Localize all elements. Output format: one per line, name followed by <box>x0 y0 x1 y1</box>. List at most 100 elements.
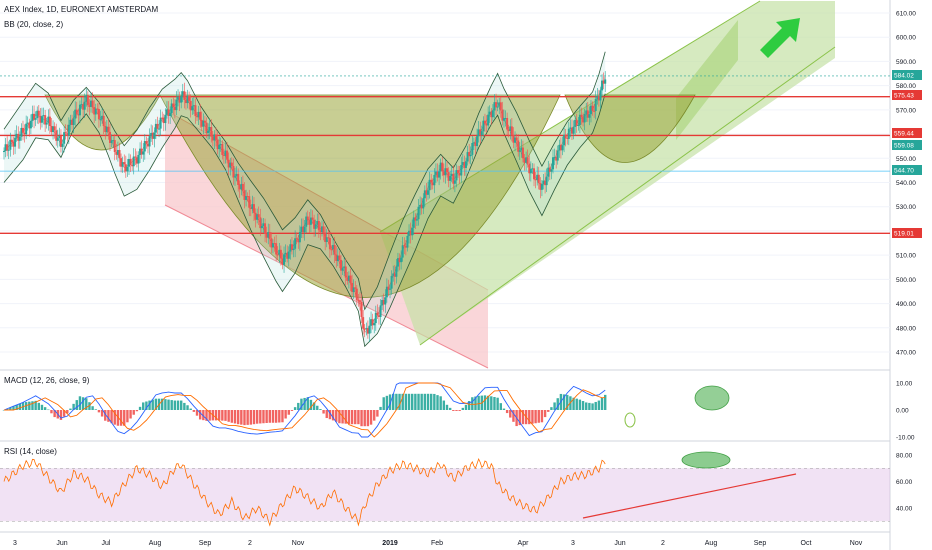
candle-body <box>123 162 126 165</box>
candle-body <box>186 95 189 104</box>
macd-histogram-bar <box>357 410 360 425</box>
candle-body <box>566 137 569 139</box>
candle-body <box>283 254 286 265</box>
price-tick-label: 580.00 <box>896 83 916 90</box>
candle-body <box>53 126 56 131</box>
macd-histogram-bar <box>145 401 148 410</box>
price-tick-label: 470.00 <box>896 350 916 357</box>
candle-body <box>463 162 466 168</box>
candle-body <box>297 239 300 243</box>
bb-fill <box>4 51 606 347</box>
macd-histogram-bar <box>262 410 265 424</box>
candle-body <box>472 142 475 144</box>
candle-body <box>548 167 551 172</box>
candle-body <box>161 117 164 119</box>
macd-histogram-bar <box>448 407 452 410</box>
candle-body <box>387 286 390 290</box>
candle-body <box>578 114 581 125</box>
candle-body <box>422 198 425 209</box>
candle-body <box>404 246 407 248</box>
candle-body <box>63 132 66 144</box>
price-label-box <box>892 228 922 238</box>
candle-body <box>6 144 9 151</box>
candle-body <box>259 217 262 229</box>
time-tick-label: Nov <box>850 540 863 547</box>
candle-body <box>483 120 486 124</box>
candle-body <box>567 128 570 139</box>
time-tick-label: 2 <box>661 540 665 547</box>
macd-histogram-bar <box>202 410 205 421</box>
candle-body <box>55 130 58 141</box>
candle-body <box>335 254 338 261</box>
price-label: 575.43 <box>894 93 914 100</box>
macd-histogram-bar <box>483 395 487 410</box>
candle-body <box>434 171 437 175</box>
macd-histogram-bar <box>433 393 436 410</box>
candle-body <box>173 106 176 111</box>
macd-histogram-bar <box>325 410 328 419</box>
candle-body <box>18 136 21 141</box>
candle-body <box>196 116 199 118</box>
macd-histogram-bar <box>278 410 281 423</box>
candle-body <box>493 102 496 111</box>
macd-histogram-bar <box>62 410 66 417</box>
candle-body <box>188 95 191 101</box>
macd-histogram-bar <box>360 410 363 427</box>
candle-body <box>3 151 5 153</box>
candle-body <box>224 150 227 156</box>
macd-histogram-bar <box>303 397 306 410</box>
candle-body <box>229 162 232 168</box>
macd-histogram-bar <box>319 409 322 410</box>
candle-body <box>232 166 235 178</box>
time-tick-label: Sep <box>754 540 767 547</box>
macd-histogram-bar <box>591 403 594 410</box>
candle-body <box>221 144 224 155</box>
candle-body <box>319 230 322 232</box>
candle-body <box>75 109 78 115</box>
candle-body <box>466 152 469 162</box>
candle-body <box>539 183 542 190</box>
candle-body <box>56 137 59 141</box>
candle-body <box>80 104 83 106</box>
candle-body <box>343 266 346 269</box>
price-tick-label: 480.00 <box>896 325 916 332</box>
candle-body <box>48 116 51 126</box>
candle-body <box>425 190 428 195</box>
macd-histogram-bar <box>224 410 227 421</box>
candle-body <box>110 140 113 143</box>
macd-histogram-bar <box>486 395 490 410</box>
candle-body <box>150 132 153 137</box>
candle-body <box>85 95 88 102</box>
candle-body <box>47 116 50 123</box>
candle-body <box>430 179 433 183</box>
candle-body <box>428 179 431 191</box>
candle-body <box>540 183 543 190</box>
candle-body <box>510 126 513 136</box>
candle-body <box>4 144 7 152</box>
macd-histogram-bar <box>34 400 37 410</box>
macd-histogram-bar <box>534 410 537 424</box>
candle-body <box>514 137 517 143</box>
candle-body <box>306 216 309 220</box>
candle-body <box>502 118 505 121</box>
macd-histogram-bar <box>40 404 44 410</box>
candle-body <box>276 254 279 256</box>
macd-histogram-bar <box>12 406 15 410</box>
price-label-box <box>892 90 922 100</box>
candle-body <box>120 158 123 167</box>
macd-histogram-bar <box>410 393 414 410</box>
macd-histogram-bar <box>379 406 382 410</box>
candle-body <box>302 226 305 233</box>
macd-tick-label: 0.00 <box>896 408 909 415</box>
candle-body <box>585 110 588 115</box>
candle-body <box>44 115 47 125</box>
candle-body <box>322 226 325 234</box>
candle-body <box>504 118 507 120</box>
candle-body <box>200 119 203 127</box>
candle-body <box>464 161 467 168</box>
candle-body <box>570 127 573 134</box>
candle-body <box>102 115 105 127</box>
candle-body <box>559 144 562 151</box>
candle-body <box>577 124 580 126</box>
candle-body <box>281 258 284 265</box>
